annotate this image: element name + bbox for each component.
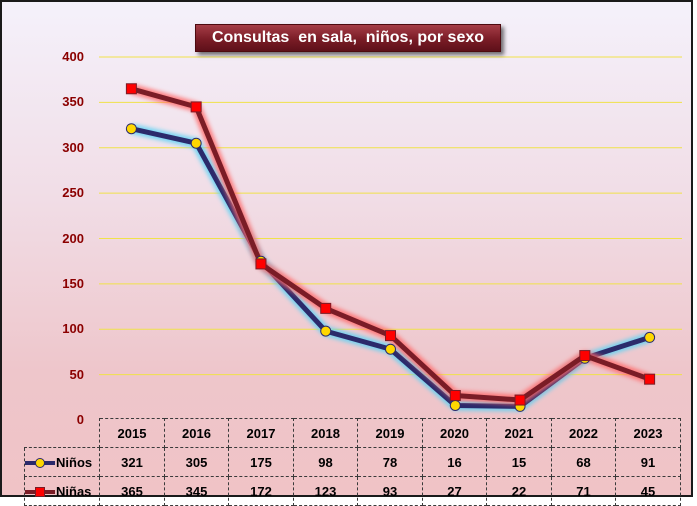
data-label: 98: [293, 447, 358, 477]
x-tick-label: 2020: [422, 418, 487, 448]
table-corner: [24, 418, 100, 448]
data-point-2: [644, 373, 656, 385]
legend-label: Niños: [56, 455, 93, 471]
data-label: 305: [164, 447, 229, 477]
y-tick-label: 100: [62, 321, 84, 337]
data-point-2: [385, 330, 396, 342]
y-tick-label: 150: [62, 275, 84, 291]
table-row: Niñas 365 345 172 123 93 27 22 71 45: [24, 476, 681, 506]
data-label: 45: [615, 476, 681, 506]
chart-frame: [0, 0, 693, 497]
data-table: 2015 2016 2017 2018 2019 2020 2021 2022 2023 Niñ…: [24, 418, 681, 506]
legend-swatch: [25, 486, 55, 498]
data-label: 172: [228, 476, 294, 506]
data-point-1: [644, 331, 656, 343]
data-label: 15: [486, 447, 552, 477]
data-label: 91: [615, 447, 681, 477]
legend-entry: Niños: [24, 447, 100, 477]
data-point-2: [579, 350, 591, 362]
data-point-2: [125, 83, 137, 95]
data-point-2: [255, 258, 267, 270]
x-tick-label: 2021: [486, 418, 552, 448]
data-label: 27: [422, 476, 487, 506]
legend-swatch: [25, 457, 55, 469]
legend-entry: Niñas: [24, 476, 100, 506]
data-label: 16: [422, 447, 487, 477]
x-tick-label: 2017: [228, 418, 294, 448]
x-tick-label: 2019: [357, 418, 423, 448]
data-label: 22: [486, 476, 552, 506]
y-tick-label: 300: [62, 139, 84, 155]
y-tick-label: 400: [62, 49, 84, 64]
data-point-2: [320, 302, 332, 314]
x-tick-label: 2018: [293, 418, 358, 448]
chart-title: Consultas en sala, niños, por sexo: [195, 24, 501, 52]
table-header-row: 2015 2016 2017 2018 2019 2020 2021 2022 2023: [24, 418, 681, 448]
data-label: 175: [228, 447, 294, 477]
legend-label: Niñas: [56, 484, 92, 500]
data-point-2: [190, 101, 202, 113]
data-point-2: [449, 389, 461, 401]
data-point-1: [385, 343, 396, 355]
x-tick-label: 2016: [164, 418, 229, 448]
data-point-2: [514, 394, 526, 406]
data-label: 365: [99, 476, 165, 506]
data-label: 123: [293, 476, 358, 506]
y-tick-label: 350: [62, 94, 84, 110]
y-tick-label: 250: [62, 185, 84, 201]
x-tick-label: 2015: [99, 418, 165, 448]
data-label: 78: [357, 447, 423, 477]
data-label: 321: [99, 447, 165, 477]
data-point-1: [449, 399, 461, 411]
data-label: 71: [551, 476, 616, 506]
gridlines: [99, 56, 682, 376]
x-tick-label: 2023: [615, 418, 681, 448]
table-row: Niños 321 305 175 98 78 16 15 68 91: [24, 447, 681, 477]
data-label: 345: [164, 476, 229, 506]
data-point-1: [125, 123, 137, 135]
data-label: 68: [551, 447, 616, 477]
data-point-1: [320, 325, 332, 337]
data-point-1: [190, 137, 202, 149]
y-tick-label: 50: [69, 366, 84, 382]
y-tick-label: 200: [62, 230, 84, 246]
data-label: 93: [357, 476, 423, 506]
series-layer: [125, 83, 656, 412]
x-tick-label: 2022: [551, 418, 616, 448]
